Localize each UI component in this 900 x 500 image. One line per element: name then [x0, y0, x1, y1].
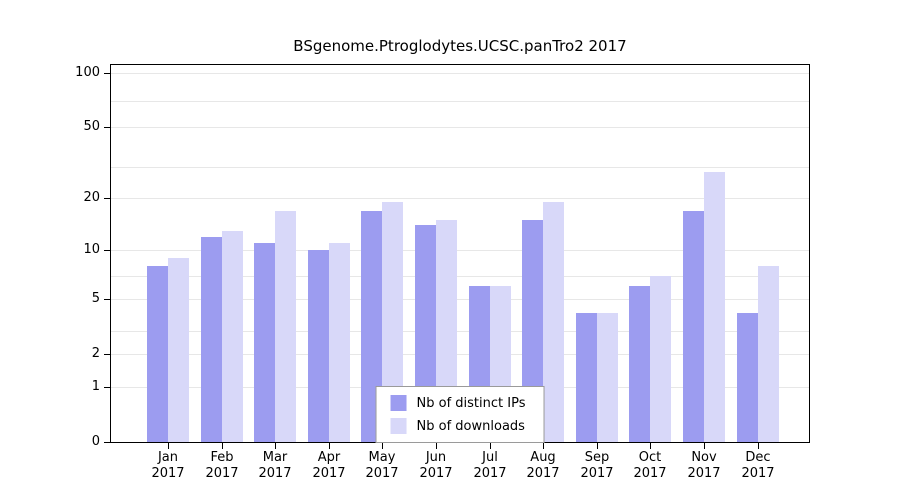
x-tick-label-aug: Aug 2017 — [526, 450, 560, 481]
y-tick-mark — [104, 354, 110, 355]
x-tick-mark — [758, 443, 759, 449]
x-tick-label-jun: Jun 2017 — [419, 450, 453, 481]
gridline — [111, 331, 809, 332]
bar-distinct-ips-apr — [308, 250, 329, 442]
chart-title: BSgenome.Ptroglodytes.UCSC.panTro2 2017 — [293, 37, 627, 55]
y-tick-mark — [104, 198, 110, 199]
x-tick-mark — [704, 443, 705, 449]
legend: Nb of distinct IPs Nb of downloads — [375, 386, 545, 443]
bar-distinct-ips-sep — [576, 313, 597, 442]
y-tick-label: 100 — [75, 65, 100, 80]
gridline — [111, 276, 809, 277]
gridline — [111, 73, 809, 74]
x-tick-mark — [275, 443, 276, 449]
bar-downloads-apr — [329, 243, 350, 442]
bar-downloads-may — [382, 202, 403, 442]
bar-downloads-mar — [275, 211, 296, 442]
y-tick-label: 2 — [91, 346, 100, 361]
legend-item-downloads: Nb of downloads — [390, 418, 526, 434]
x-tick-label-oct: Oct 2017 — [633, 450, 667, 481]
x-tick-mark — [490, 443, 491, 449]
y-tick-label: 20 — [83, 190, 100, 205]
gridline — [111, 198, 809, 199]
y-tick-label: 5 — [91, 291, 100, 306]
y-tick-label: 50 — [83, 119, 100, 134]
x-tick-label-apr: Apr 2017 — [312, 450, 346, 481]
bar-downloads-nov — [704, 172, 725, 442]
y-tick-label: 1 — [91, 379, 100, 394]
plot-area — [110, 64, 810, 443]
legend-swatch-distinct-ips — [390, 395, 407, 411]
x-tick-mark — [329, 443, 330, 449]
bar-distinct-ips-mar — [254, 243, 275, 442]
legend-label-downloads: Nb of downloads — [416, 418, 525, 434]
legend-item-distinct-ips: Nb of distinct IPs — [390, 395, 526, 411]
gridline — [111, 299, 809, 300]
bar-distinct-ips-dec — [737, 313, 758, 442]
x-tick-mark — [436, 443, 437, 449]
x-tick-label-sep: Sep 2017 — [580, 450, 614, 481]
gridline — [111, 250, 809, 251]
bar-downloads-jan — [168, 258, 189, 442]
x-tick-label-dec: Dec 2017 — [741, 450, 775, 481]
gridline — [111, 101, 809, 102]
y-tick-mark — [104, 387, 110, 388]
bar-distinct-ips-feb — [201, 237, 222, 442]
gridline — [111, 167, 809, 168]
x-tick-label-feb: Feb 2017 — [205, 450, 239, 481]
y-tick-mark — [104, 299, 110, 300]
bar-downloads-oct — [650, 276, 671, 442]
x-tick-label-may: May 2017 — [365, 450, 399, 481]
x-tick-mark — [543, 443, 544, 449]
x-tick-mark — [222, 443, 223, 449]
bar-distinct-ips-jan — [147, 266, 168, 442]
bar-distinct-ips-nov — [683, 211, 704, 442]
x-tick-label-nov: Nov 2017 — [687, 450, 721, 481]
bar-distinct-ips-may — [361, 211, 382, 442]
x-tick-mark — [382, 443, 383, 449]
x-tick-mark — [650, 443, 651, 449]
bar-downloads-dec — [758, 266, 779, 442]
y-tick-mark — [104, 73, 110, 74]
y-tick-mark — [104, 250, 110, 251]
y-tick-mark — [104, 127, 110, 128]
bar-downloads-sep — [597, 313, 618, 442]
bar-distinct-ips-oct — [629, 286, 650, 442]
gridline — [111, 127, 809, 128]
x-tick-mark — [597, 443, 598, 449]
bar-downloads-aug — [543, 202, 564, 442]
y-tick-label: 10 — [83, 242, 100, 257]
bar-downloads-feb — [222, 231, 243, 442]
x-tick-label-mar: Mar 2017 — [258, 450, 292, 481]
gridline — [111, 354, 809, 355]
x-tick-label-jan: Jan 2017 — [151, 450, 185, 481]
y-tick-label: 0 — [91, 434, 100, 449]
legend-label-distinct-ips: Nb of distinct IPs — [416, 395, 526, 411]
x-tick-label-jul: Jul 2017 — [473, 450, 507, 481]
legend-swatch-downloads — [390, 418, 407, 434]
x-tick-mark — [168, 443, 169, 449]
y-tick-mark — [104, 442, 110, 443]
